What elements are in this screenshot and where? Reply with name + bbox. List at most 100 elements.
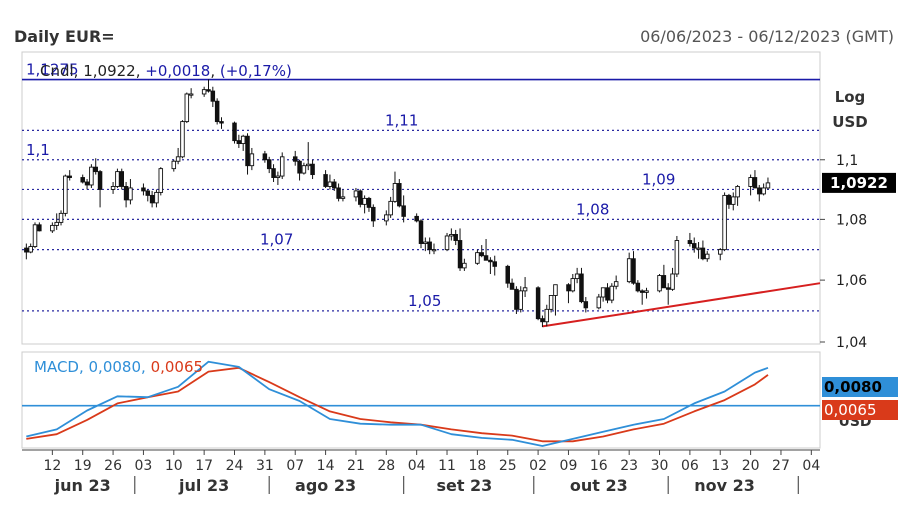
candle-body xyxy=(249,153,255,167)
x-tick-label-5: 17 xyxy=(195,458,213,474)
price-axis: 1,1 1,08 1,06 1,04 xyxy=(820,153,867,351)
price-legend: Cndl, 1,0922, +0,0018, (+0,17%) xyxy=(40,62,292,80)
candle-body xyxy=(462,262,467,269)
candle-body xyxy=(631,258,636,284)
candle-body xyxy=(605,287,610,301)
y-tick-label-3: 1,04 xyxy=(836,335,867,351)
candle-body xyxy=(401,205,406,217)
x-tick-label-21: 06 xyxy=(681,458,699,474)
candle-body xyxy=(731,196,736,205)
macd-legend-value: 0,0080 xyxy=(89,358,142,376)
x-tick-label-3: 03 xyxy=(135,458,153,474)
candle-body xyxy=(97,171,103,190)
x-tick-label-7: 31 xyxy=(256,458,274,474)
candle-body xyxy=(358,190,363,205)
level-label-1: 1,11 xyxy=(385,111,418,129)
candle-body xyxy=(492,261,497,267)
level-label-2: 1,1 xyxy=(26,141,50,159)
candle-body xyxy=(353,190,359,198)
candle-body xyxy=(371,206,376,222)
y-tick-label-2: 1,06 xyxy=(836,273,867,289)
candle-body xyxy=(665,287,671,290)
x-tick-label-4: 10 xyxy=(165,458,183,474)
candle-body xyxy=(84,181,90,186)
candle-body xyxy=(661,275,667,289)
candle-body xyxy=(431,249,437,252)
candle-body xyxy=(141,187,146,192)
candle-body xyxy=(24,247,29,253)
level-label-0: 1,1275 xyxy=(26,61,79,79)
candle-body xyxy=(323,174,328,187)
month-label-4: out 23 xyxy=(570,476,628,495)
candle-body xyxy=(110,186,116,190)
candle-body xyxy=(297,160,302,174)
candle-body xyxy=(115,171,120,187)
candle-body xyxy=(509,282,515,290)
candle-body xyxy=(540,318,545,323)
legend-change-pct: (+0,17%) xyxy=(220,62,292,80)
candle-body xyxy=(570,278,576,292)
candle-body xyxy=(609,285,615,301)
y-tick-label-0: 1,1 xyxy=(836,153,858,169)
candle-body xyxy=(514,288,519,310)
candle-body xyxy=(119,171,124,187)
candle-body xyxy=(635,282,641,292)
candle-body xyxy=(93,166,98,173)
candle-body xyxy=(657,275,662,292)
legend-last: 1,0922 xyxy=(83,62,136,80)
macd-legend: MACD, 0,0080, 0,0065 xyxy=(34,358,203,376)
month-label-3: set 23 xyxy=(436,476,492,495)
candle-body xyxy=(388,200,393,216)
candle-body xyxy=(535,287,541,320)
candle-body xyxy=(266,159,272,170)
x-tick-label-11: 28 xyxy=(377,458,395,474)
macd-layer xyxy=(22,360,820,447)
candle-body xyxy=(80,177,85,183)
candle-body xyxy=(488,259,493,263)
candle-body xyxy=(262,153,268,161)
candle-body xyxy=(670,273,675,290)
legend-series: Cndl xyxy=(40,62,74,80)
candle-body xyxy=(505,265,510,284)
candle-body xyxy=(453,234,458,241)
signal-legend-value: 0,0065 xyxy=(151,358,204,376)
candle-body xyxy=(184,93,190,123)
x-tick-label-10: 21 xyxy=(347,458,365,474)
candle-body xyxy=(457,240,463,269)
x-tick-label-1: 19 xyxy=(74,458,92,474)
candle-body xyxy=(483,255,489,261)
candle-body xyxy=(544,308,550,323)
x-tick-label-6: 24 xyxy=(226,458,244,474)
last-price-badge: 1,0922 xyxy=(822,172,896,193)
trendline-layer xyxy=(542,282,821,328)
candle-body xyxy=(444,235,450,251)
level-label-6: 1,05 xyxy=(408,292,441,310)
candle-body xyxy=(310,163,315,176)
chart-title: Daily EUR= xyxy=(14,27,115,46)
candle-body xyxy=(292,156,298,162)
x-tick-label-0: 12 xyxy=(43,458,61,474)
candle-body xyxy=(583,301,589,309)
price-unit-label: USD xyxy=(832,113,867,131)
candle-body xyxy=(566,284,571,292)
candle-body xyxy=(553,284,558,296)
level-label-3: 1,09 xyxy=(642,170,675,188)
candle-body xyxy=(301,165,307,174)
x-tick-label-9: 14 xyxy=(317,458,335,474)
candle-body xyxy=(704,253,710,260)
scale-type-label[interactable]: Log xyxy=(835,88,866,106)
x-tick-label-23: 20 xyxy=(742,458,760,474)
candle-body xyxy=(362,197,367,205)
x-tick-label-2: 26 xyxy=(104,458,122,474)
candle-body xyxy=(275,175,281,178)
candle-body xyxy=(271,168,276,178)
candle-body xyxy=(63,175,68,214)
candle-body xyxy=(240,135,246,145)
month-label-1: jul 23 xyxy=(178,476,229,495)
candle-body xyxy=(600,287,606,298)
candle-body xyxy=(54,221,59,226)
macd-badge-value: 0,0080 xyxy=(824,378,882,396)
x-tick-label-8: 07 xyxy=(286,458,304,474)
x-tick-label-19: 23 xyxy=(620,458,638,474)
